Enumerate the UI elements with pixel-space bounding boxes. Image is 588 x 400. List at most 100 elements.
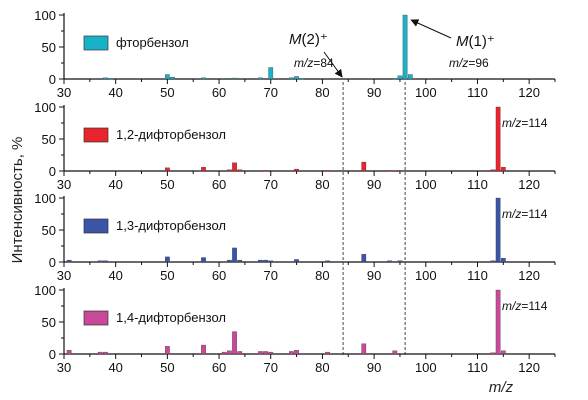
spectrum-bar — [387, 170, 392, 172]
spectrum-bar — [201, 167, 206, 172]
legend-label: 1,4-дифторбензол — [116, 310, 226, 325]
spectrum-bar — [263, 170, 268, 172]
spectrum-bar — [495, 106, 501, 172]
spectrum-bar — [500, 350, 506, 355]
m1-mz-label: m/z=96 — [449, 56, 489, 70]
spectrum-bar — [201, 344, 206, 355]
spectrum-bar — [294, 350, 299, 355]
spectrum-bar — [227, 259, 232, 263]
spectrum-bar — [268, 351, 274, 355]
y-tick-label: 100 — [34, 283, 56, 298]
spectrum-bar — [361, 254, 367, 263]
x-tick-label: 80 — [315, 85, 329, 100]
spectrum-bar — [165, 74, 170, 80]
spectrum-bar — [392, 78, 398, 80]
spectrum-bar — [165, 256, 170, 263]
spectrum-bar — [232, 247, 237, 263]
m1-ion-label: M(1)⁺ — [456, 33, 495, 50]
spectrum-bar — [232, 331, 237, 355]
x-tick-label: 30 — [57, 360, 71, 375]
spectrum-bar — [294, 259, 299, 263]
x-tick-label: 50 — [160, 268, 174, 283]
y-tick-label: 0 — [49, 72, 56, 87]
spectrum-bar — [500, 167, 506, 172]
peak-mz-label: m/z=114 — [502, 116, 548, 130]
x-tick-label: 90 — [367, 85, 381, 100]
y-axis-title: Интенсивность, % — [9, 137, 26, 264]
spectrum-bar — [392, 350, 398, 355]
spectrum-bar — [263, 259, 268, 263]
x-tick-label: 60 — [212, 268, 226, 283]
spectrum-bar — [201, 257, 206, 263]
legend-label: 1,3-дифторбензол — [116, 218, 226, 233]
spectrum-bar — [407, 74, 413, 80]
x-tick-label: 70 — [264, 360, 278, 375]
spectrum-bar — [103, 351, 108, 355]
spectrum-bar — [289, 77, 294, 80]
spectrum-bar — [299, 78, 305, 80]
spectrum-panel-3: 30 40 50 60 70 80 90 100 110 120 0 50 100 1,3-дифторб… — [34, 191, 556, 283]
legend-swatch — [83, 127, 109, 143]
spectrum-bar — [258, 77, 263, 80]
spectrum-bar — [237, 169, 243, 172]
m2-ion-label: M(2)⁺ — [289, 31, 328, 48]
x-tick-label: 60 — [212, 360, 226, 375]
m1-arrow — [410, 19, 452, 39]
x-tick-label: 30 — [57, 85, 71, 100]
spectrum-bar — [237, 259, 243, 263]
legend-label: 1,2-дифторбензол — [116, 127, 226, 142]
spectrum-bar — [103, 260, 108, 263]
x-tick-label: 40 — [108, 177, 122, 192]
spectrum-bar — [289, 351, 294, 355]
spectrum-bar — [165, 346, 170, 355]
x-tick-label: 100 — [415, 177, 437, 192]
y-tick-label: 50 — [42, 132, 56, 147]
y-tick-label: 0 — [49, 255, 56, 270]
spectrum-bar — [103, 77, 108, 80]
x-tick-label: 120 — [518, 360, 540, 375]
y-tick-label: 50 — [42, 223, 56, 238]
spectrum-bar — [397, 260, 403, 263]
peak-mz-label: m/z=114 — [502, 207, 548, 221]
spectrum-bar — [170, 76, 175, 80]
spectrum-bar — [263, 351, 268, 355]
x-tick-label: 30 — [57, 268, 71, 283]
x-tick-label: 110 — [467, 360, 488, 375]
x-tick-label: 120 — [518, 268, 540, 283]
x-tick-label: 50 — [160, 85, 174, 100]
spectrum-bar — [258, 259, 263, 263]
spectrum-bar — [97, 351, 103, 355]
spectrum-bar — [97, 260, 103, 263]
x-tick-label: 70 — [264, 85, 278, 100]
spectrum-bar — [325, 170, 330, 172]
spectrum-bar — [397, 75, 403, 80]
spectrum-bar — [201, 77, 206, 80]
x-tick-label: 110 — [467, 85, 488, 100]
y-tick-label: 100 — [34, 191, 56, 206]
x-tick-label: 90 — [367, 268, 381, 283]
x-tick-label: 80 — [315, 268, 329, 283]
x-tick-label: 70 — [264, 268, 278, 283]
spectrum-bar — [227, 350, 232, 355]
spectrum-bar — [294, 168, 299, 172]
spectrum-bar — [402, 14, 408, 80]
spectrum-bar — [325, 260, 330, 263]
spectrum-bar — [397, 170, 403, 172]
x-tick-label: 80 — [315, 177, 329, 192]
x-tick-label: 80 — [315, 360, 329, 375]
y-tick-label: 100 — [34, 8, 56, 23]
y-tick-label: 0 — [49, 164, 56, 179]
legend-swatch — [83, 310, 109, 326]
spectrum-bar — [66, 350, 72, 355]
spectrum-bar — [258, 351, 263, 355]
spectrum-bar — [387, 260, 392, 263]
spectrum-bar — [325, 351, 330, 355]
x-tick-label: 30 — [57, 177, 71, 192]
x-tick-label: 90 — [367, 177, 381, 192]
spectrum-bar — [361, 161, 367, 172]
x-tick-label: 50 — [160, 360, 174, 375]
spectrum-panel-1: 30 40 50 60 70 80 90 100 110 120 0 50 100 фторбензол — [34, 8, 556, 100]
spectrum-bar — [500, 258, 506, 263]
x-tick-label: 60 — [212, 177, 226, 192]
spectrum-bar — [294, 76, 299, 80]
